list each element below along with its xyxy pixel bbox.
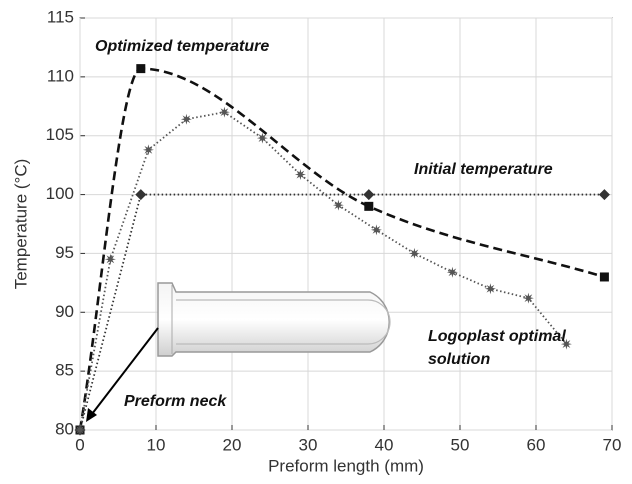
y-axis-label: Temperature (°C) — [11, 159, 30, 290]
data-point — [363, 189, 375, 201]
x-tick-label: 30 — [299, 435, 318, 454]
y-tick-label: 95 — [55, 243, 74, 262]
data-point — [136, 64, 146, 74]
y-tick-label: 115 — [47, 7, 74, 26]
y-tick-label: 80 — [55, 419, 74, 438]
data-point — [364, 201, 374, 211]
x-tick-label: 40 — [375, 435, 394, 454]
series-layer — [74, 64, 610, 436]
data-point — [332, 199, 344, 211]
data-point — [599, 272, 609, 282]
y-tick-label: 105 — [46, 125, 74, 144]
data-point — [104, 253, 116, 265]
annotation: Initial temperature — [414, 161, 553, 178]
neck-arrow — [86, 327, 159, 422]
preform-illustration — [157, 282, 391, 357]
x-tick-label: 60 — [527, 435, 546, 454]
series-line — [78, 67, 605, 431]
y-tick-label: 90 — [55, 302, 74, 321]
x-tick-label: 50 — [451, 435, 470, 454]
data-point — [74, 424, 86, 436]
annotation: Preform neck — [124, 393, 227, 410]
data-point — [370, 224, 382, 236]
x-tick-label: 0 — [75, 435, 84, 454]
y-tick-label: 100 — [46, 184, 74, 203]
data-point — [180, 113, 192, 125]
data-point — [218, 106, 230, 118]
data-point — [484, 283, 496, 295]
data-point — [294, 169, 306, 181]
data-point — [560, 338, 572, 350]
annotation: Optimized temperature — [95, 38, 269, 55]
x-tick-label: 20 — [223, 435, 242, 454]
data-point — [598, 189, 610, 201]
plot-area — [79, 17, 613, 431]
series-line — [79, 193, 605, 431]
annotation: Logoplast optimal — [428, 328, 566, 345]
data-point — [446, 266, 458, 278]
data-point — [522, 292, 534, 304]
y-tick-label: 85 — [55, 361, 74, 380]
data-point — [408, 247, 420, 259]
x-tick-label: 10 — [147, 435, 166, 454]
data-point — [142, 144, 154, 156]
data-point — [135, 189, 147, 201]
data-point — [256, 132, 268, 144]
series-line — [79, 111, 568, 431]
annotation: solution — [428, 351, 490, 368]
x-tick-label: 70 — [603, 435, 622, 454]
grid — [79, 17, 613, 431]
y-tick-label: 110 — [47, 66, 74, 85]
x-axis-label: Preform length (mm) — [268, 456, 424, 475]
